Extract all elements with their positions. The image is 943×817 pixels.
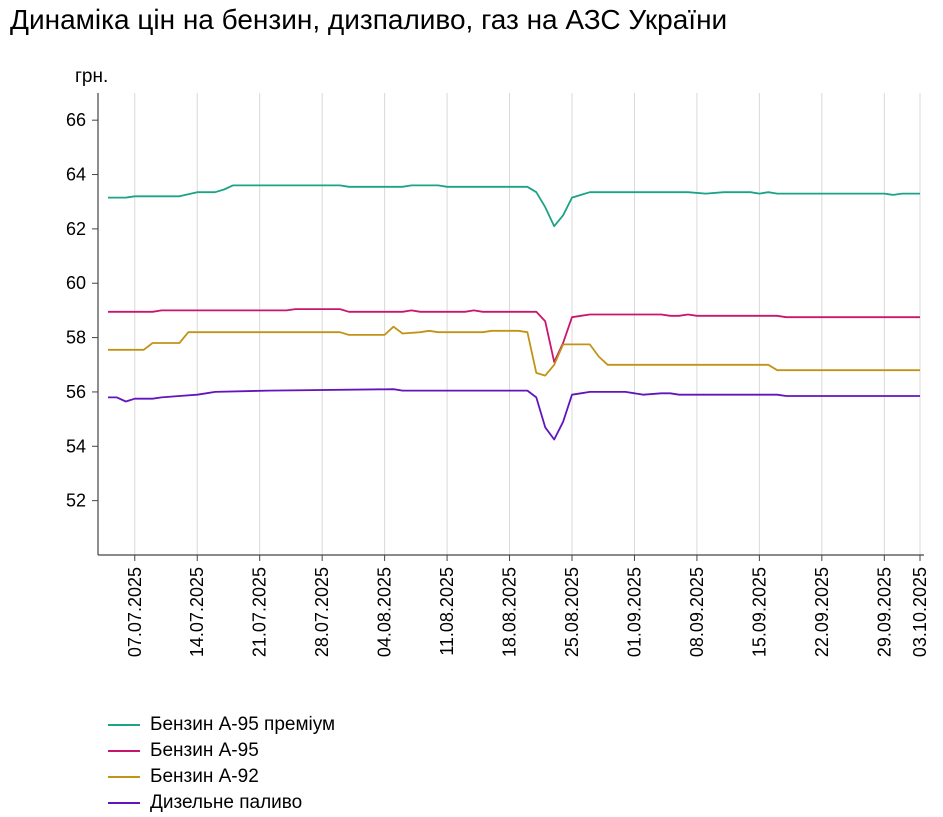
- legend-swatch: [108, 724, 140, 726]
- y-tick-label: 56: [66, 382, 86, 402]
- legend-swatch: [108, 802, 140, 804]
- legend-swatch: [108, 750, 140, 752]
- x-tick-label: 28.07.2025: [312, 567, 332, 657]
- x-tick-label: 22.09.2025: [812, 567, 832, 657]
- x-tick-label: 15.09.2025: [749, 567, 769, 657]
- series-line-3: [108, 325, 920, 377]
- x-tick-label: 01.09.2025: [624, 567, 644, 657]
- legend-item: Бензин А-92: [108, 764, 335, 790]
- grid-lines: [134, 93, 921, 555]
- x-tick-label: 29.09.2025: [874, 567, 894, 657]
- x-tick-label: 18.08.2025: [500, 567, 520, 657]
- legend-label: Бензин А-95: [150, 740, 259, 761]
- x-tick-label: 07.07.2025: [125, 567, 145, 657]
- legend-item: Дизельне паливо: [108, 790, 335, 816]
- line-chart: 07.07.2025 14.07.2025 21.07.2025 28.07.2025…: [66, 66, 930, 657]
- legend-item: Бензин А-95: [108, 738, 335, 764]
- y-tick-label: 64: [66, 165, 86, 185]
- series-line-4: [108, 388, 920, 441]
- y-tick-label: 66: [66, 110, 86, 130]
- legend: Бензин А-95 преміум Бензин А-95 Бензин А-9…: [108, 712, 335, 816]
- x-tick-label: 03.10.2025: [910, 567, 930, 657]
- x-tick-label: 11.08.2025: [437, 567, 457, 656]
- y-tick-label: 54: [66, 436, 86, 456]
- y-tick-label: 60: [66, 273, 86, 293]
- x-tick-label: 21.07.2025: [250, 567, 270, 657]
- series-line-1: [108, 184, 920, 228]
- y-tick-label: 62: [66, 219, 86, 239]
- chart-title: Динаміка цін на бензин, дизпаливо, газ н…: [10, 4, 728, 35]
- x-tick-label: 14.07.2025: [187, 567, 207, 657]
- x-tick-label: 08.09.2025: [687, 567, 707, 657]
- legend-label: Бензин А-92: [150, 766, 259, 787]
- legend-swatch: [108, 776, 140, 778]
- y-tick-label: 58: [66, 328, 86, 348]
- legend-item: Бензин А-95 преміум: [108, 712, 335, 738]
- legend-label: Дизельне паливо: [150, 792, 303, 813]
- y-tick-label: 52: [66, 491, 86, 511]
- legend-label: Бензин А-95 преміум: [150, 714, 336, 735]
- axes: 07.07.2025 14.07.2025 21.07.2025 28.07.2025…: [66, 93, 930, 657]
- x-tick-label: 25.08.2025: [562, 567, 582, 657]
- x-tick-label: 04.08.2025: [375, 567, 395, 657]
- series-lines: [108, 184, 920, 441]
- series-line-2: [108, 308, 920, 363]
- y-axis-label: грн.: [75, 66, 108, 87]
